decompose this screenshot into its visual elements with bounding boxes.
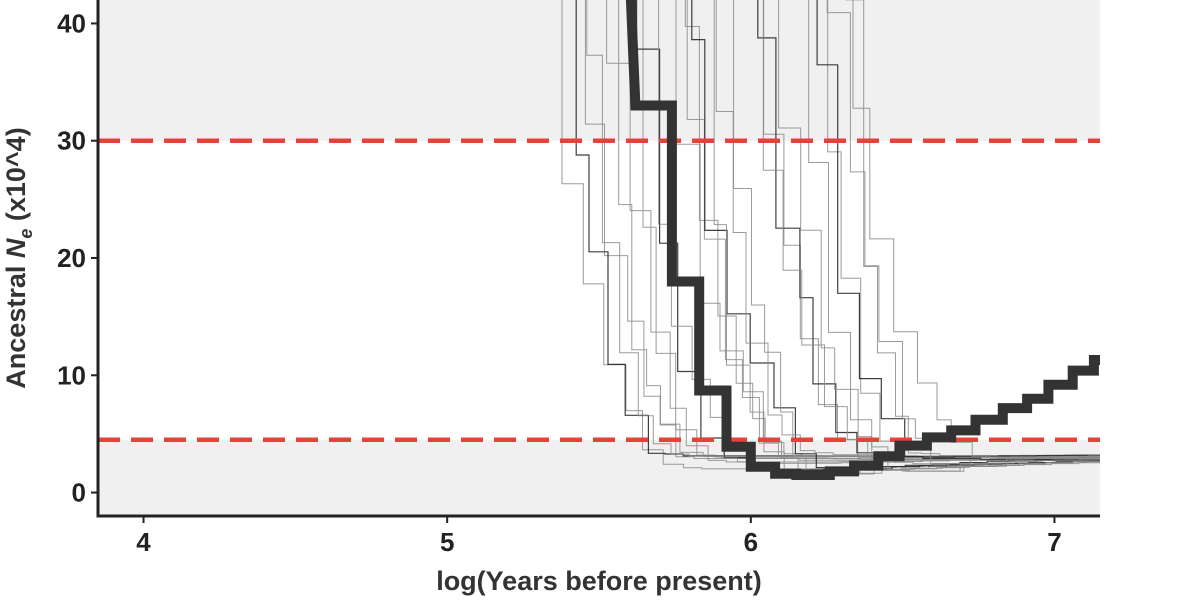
- y-tick-label-3: 30: [57, 126, 86, 156]
- main-series-line: [625, 0, 1100, 480]
- x-axis-title: log(Years before present): [436, 566, 762, 596]
- y-axis-title-prefix: Ancestral: [1, 258, 31, 389]
- shaded-band-0: [98, 439, 1100, 516]
- shaded-bands: [98, 0, 1100, 516]
- y-axis-title-subscript: e: [16, 229, 36, 239]
- y-tick-label-2: 20: [57, 243, 86, 273]
- y-tick-label-0: 0: [72, 478, 86, 508]
- y-axis-title: Ancestral Ne (x10^4): [1, 127, 36, 388]
- y-tick-label-1: 10: [57, 360, 86, 390]
- x-tick-label-1: 5: [440, 527, 454, 557]
- main-series: [625, 0, 1100, 480]
- reference-lines: [98, 138, 1100, 443]
- y-tick-label-4: 40: [57, 8, 86, 38]
- x-tick-label-3: 7: [1047, 527, 1061, 557]
- shaded-band-1: [98, 0, 1100, 141]
- bootstrap-line-12: [691, 0, 1100, 470]
- bootstrap-line-24: [845, 0, 1100, 460]
- bootstrap-line-25: [852, 0, 1100, 459]
- bootstrap-line-22: [816, 0, 1100, 461]
- x-tick-label-0: 4: [136, 527, 151, 557]
- y-axis-title-group: Ancestral Ne (x10^4): [1, 127, 36, 388]
- y-axis-title-suffix: (x10^4): [1, 127, 31, 228]
- bootstrap-line-23: [826, 0, 1100, 467]
- y-axis-title-italic: N: [1, 238, 31, 258]
- bootstrap-line-20: [808, 0, 1100, 472]
- axes: 0 10 20 30 40 4 5 6 7: [57, 0, 1100, 557]
- x-tick-label-2: 6: [744, 527, 758, 557]
